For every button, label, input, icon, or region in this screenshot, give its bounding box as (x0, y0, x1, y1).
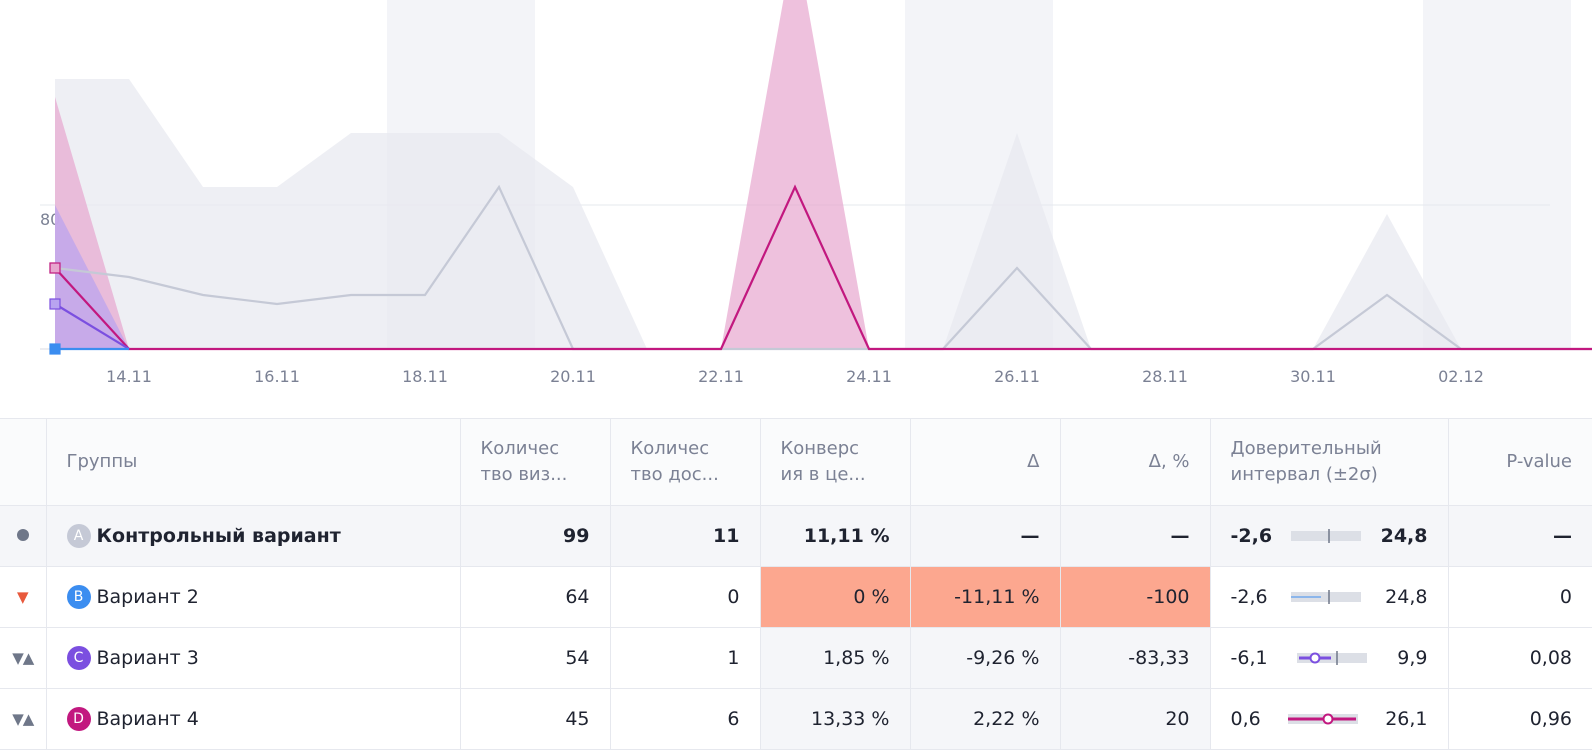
group-badge: D (66, 707, 91, 731)
series-start-marker (49, 343, 61, 355)
group-name: Контрольный вариант (96, 525, 341, 547)
series-start-marker (49, 262, 61, 274)
goals-cell: 0 (610, 566, 761, 628)
ci-bar-icon (1291, 529, 1362, 543)
delta-cell: -11,11 % (910, 566, 1061, 628)
experiment-results-table: Группы Количес тво виз... Количес тво дос.… (0, 418, 1592, 750)
ci-high: 9,9 (1397, 647, 1428, 669)
group-cell: C Вариант 3 (46, 627, 461, 689)
x-tick-label: 28.11 (1142, 367, 1188, 386)
header-visits[interactable]: Количес тво виз... (460, 418, 611, 506)
conversion-cell: 1,85 % (760, 627, 911, 689)
pvalue-cell: 0,08 (1529, 647, 1572, 669)
delta-cell: 2,22 % (910, 688, 1061, 750)
goals-cell: 11 (610, 505, 761, 567)
ci-low: -6,1 (1230, 647, 1268, 669)
ci-cell: 0,6 26,1 (1210, 688, 1449, 750)
table-row[interactable]: ▼▲ C Вариант 3 54 1 1,85 % -9,26 % -83,33… (0, 627, 1592, 689)
ci-cell: -2,6 24,8 (1210, 505, 1449, 567)
ci-high: 26,1 (1385, 708, 1428, 730)
x-tick-label: 30.11 (1290, 367, 1336, 386)
table-row[interactable]: ▼ B Вариант 2 64 0 0 % -11,11 % -100 -2,6… (0, 566, 1592, 628)
group-badge: C (66, 646, 91, 670)
triangle-pair-icon: ▼▲ (0, 688, 47, 750)
table-header-row: Группы Количес тво виз... Количес тво дос.… (0, 418, 1592, 506)
group-cell: A Контрольный вариант (46, 505, 461, 567)
ci-bar-icon (1287, 713, 1358, 725)
conversion-cell: 13,33 % (760, 688, 911, 750)
x-tick-label: 22.11 (698, 367, 744, 386)
delta-percent-cell: — (1060, 505, 1211, 567)
pvalue-cell: 0,96 (1529, 708, 1572, 730)
delta-cell: — (910, 505, 1061, 567)
header-delta[interactable]: Δ (910, 418, 1061, 506)
header-delta-percent[interactable]: Δ, % (1060, 418, 1211, 506)
x-tick-label: 24.11 (846, 367, 892, 386)
pvalue-cell: — (1553, 525, 1572, 547)
series-area (55, 79, 1592, 349)
ci-low: -2,6 (1230, 586, 1268, 608)
visits-cell: 99 (460, 505, 611, 567)
group-cell: B Вариант 2 (46, 566, 461, 628)
group-name: Вариант 3 (96, 647, 199, 669)
group-name: Вариант 4 (96, 708, 199, 730)
ci-low: 0,6 (1230, 708, 1261, 730)
pvalue-cell: 0 (1559, 586, 1572, 608)
header-marker (0, 418, 47, 506)
delta-percent-cell: -100 (1060, 566, 1211, 628)
delta-percent-cell: 20 (1060, 688, 1211, 750)
conversion-cell: 0 % (760, 566, 911, 628)
delta-cell: -9,26 % (910, 627, 1061, 689)
goals-cell: 1 (610, 627, 761, 689)
x-tick-label: 16.11 (254, 367, 300, 386)
ci-cell: -6,1 9,9 (1210, 627, 1449, 689)
series-area (55, 0, 1592, 349)
group-badge: A (66, 524, 91, 548)
goals-cell: 6 (610, 688, 761, 750)
series-line (54, 184, 1592, 351)
header-goals[interactable]: Количес тво дос... (610, 418, 761, 506)
conversion-cell: 11,11 % (760, 505, 911, 567)
ci-bar-icon (1297, 651, 1368, 665)
table-row[interactable]: A Контрольный вариант 99 11 11,11 % — — -… (0, 505, 1592, 567)
triangle-pair-icon: ▼▲ (0, 627, 47, 689)
table-row[interactable]: ▼▲ D Вариант 4 45 6 13,33 % 2,22 % 20 0,6… (0, 688, 1592, 750)
header-confidence-interval[interactable]: Доверительный интервал (±2σ) (1210, 418, 1449, 506)
ci-low: -2,6 (1230, 525, 1273, 547)
x-tick-label: 18.11 (402, 367, 448, 386)
visits-cell: 54 (460, 627, 611, 689)
ci-cell: -2,6 24,8 (1210, 566, 1449, 628)
group-badge: B (66, 585, 91, 609)
visits-cell: 45 (460, 688, 611, 750)
series-area (55, 205, 129, 349)
delta-percent-cell: -83,33 (1060, 627, 1211, 689)
weekend-band (1423, 0, 1571, 349)
ci-high: 24,8 (1385, 586, 1428, 608)
visits-cell: 64 (460, 566, 611, 628)
x-tick-label: 14.11 (106, 367, 152, 386)
group-name: Вариант 2 (96, 586, 199, 608)
series-start-marker (49, 298, 61, 310)
status-dot-icon (0, 505, 47, 567)
header-pvalue[interactable]: P-value (1506, 451, 1572, 472)
header-conversion[interactable]: Конверс ия в це... (760, 418, 911, 506)
ci-bar-icon (1291, 590, 1362, 604)
triangle-down-icon: ▼ (0, 566, 47, 628)
x-tick-label: 20.11 (550, 367, 596, 386)
header-groups[interactable]: Группы (46, 418, 461, 506)
x-tick-label: 26.11 (994, 367, 1040, 386)
group-cell: D Вариант 4 (46, 688, 461, 750)
x-tick-label: 02.12 (1438, 367, 1484, 386)
series-line (54, 303, 130, 350)
ci-high: 24,8 (1380, 525, 1428, 547)
